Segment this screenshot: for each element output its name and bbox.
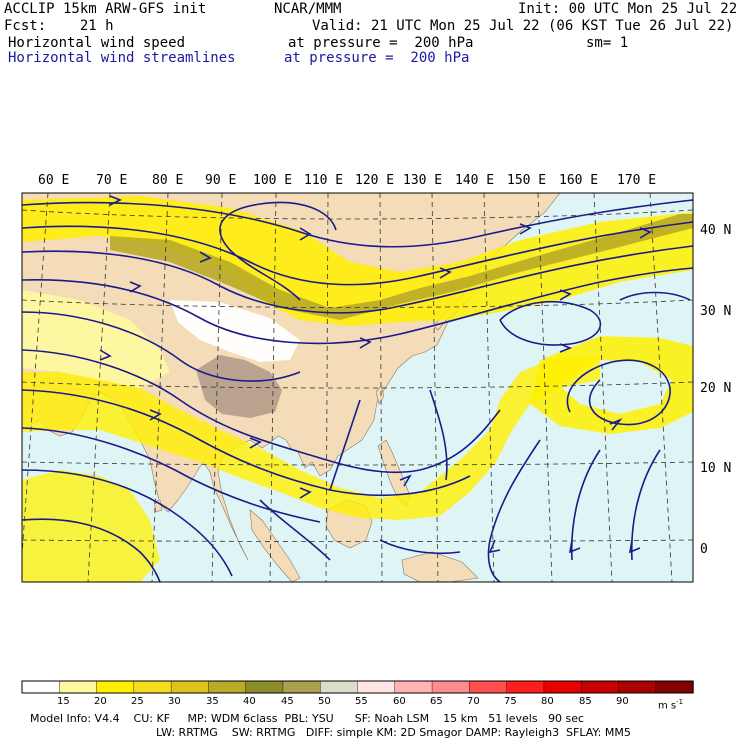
colorbar-label: 20 bbox=[94, 696, 107, 707]
colorbar-label: 40 bbox=[243, 696, 256, 707]
colorbar-swatch bbox=[96, 680, 135, 694]
jet-core-north bbox=[110, 214, 693, 320]
colorbar-swatch bbox=[59, 680, 98, 694]
colorbar-swatch bbox=[282, 680, 321, 694]
lon-label: 70 E bbox=[96, 173, 127, 188]
high-center-white bbox=[170, 300, 300, 362]
smoothing-label: sm= 1 bbox=[586, 35, 629, 51]
streamline-arrows bbox=[99, 195, 652, 554]
colorbar-frame bbox=[21, 680, 694, 694]
colorbar bbox=[21, 680, 694, 694]
colorbar-swatch bbox=[357, 680, 396, 694]
longitude-labels: 60 E 70 E 80 E 90 E 100 E 110 E 120 E 13… bbox=[38, 173, 656, 188]
lon-label: 120 E bbox=[355, 173, 394, 188]
colorbar-swatch bbox=[580, 680, 620, 694]
lon-label: 90 E bbox=[205, 173, 236, 188]
colorbar-swatch bbox=[431, 680, 471, 694]
lon-label: 170 E bbox=[617, 173, 656, 188]
map-frame bbox=[21, 192, 694, 583]
lat-label: 40 N bbox=[700, 223, 731, 238]
land-taiwan bbox=[375, 385, 385, 405]
colorbar-unit-text: m s bbox=[658, 700, 677, 712]
colorbar-swatch bbox=[21, 680, 60, 694]
colorbar-swatch bbox=[655, 680, 694, 694]
colorbar-label: 70 bbox=[467, 696, 480, 707]
lat-label: 10 N bbox=[700, 461, 731, 476]
lon-label: 80 E bbox=[152, 173, 183, 188]
center-label: NCAR/MMM bbox=[274, 1, 342, 17]
lon-label: 60 E bbox=[38, 173, 69, 188]
plateau-terrain bbox=[196, 355, 282, 418]
lat-label: 20 N bbox=[700, 381, 731, 396]
valid-time: Valid: 21 UTC Mon 25 Jul 22 (06 KST Tue … bbox=[312, 18, 734, 34]
colorbar-swatch bbox=[245, 680, 284, 694]
lon-label: 100 E bbox=[253, 173, 292, 188]
model-info-line2: LW: RRTMG SW: RRTMG DIFF: simple KM: 2D … bbox=[156, 726, 631, 739]
colorbar-label: 45 bbox=[281, 696, 294, 707]
colorbar-label: 85 bbox=[579, 696, 592, 707]
colorbar-swatch bbox=[543, 680, 582, 694]
forecast-hour: Fcst: 21 h bbox=[4, 18, 114, 34]
colorbar-label: 80 bbox=[541, 696, 554, 707]
lon-label: 130 E bbox=[403, 173, 442, 188]
lon-label: 160 E bbox=[559, 173, 598, 188]
colorbar-label: 25 bbox=[131, 696, 144, 707]
colorbar-unit-exponent: -1 bbox=[676, 698, 684, 706]
anticyclone-ring-east bbox=[530, 336, 693, 434]
colorbar-label: 30 bbox=[168, 696, 181, 707]
colorbar-label: 15 bbox=[57, 696, 70, 707]
field2-name: Horizontal wind streamlines bbox=[8, 50, 236, 66]
colorbar-swatch bbox=[506, 680, 545, 694]
streamlines bbox=[22, 199, 693, 582]
colorbar-swatch bbox=[170, 680, 210, 694]
colorbar-swatch bbox=[469, 680, 508, 694]
field1-name: Horizontal wind speed bbox=[8, 35, 186, 51]
init-time: Init: 00 UTC Mon 25 Jul 22 bbox=[518, 1, 738, 17]
lon-label: 110 E bbox=[304, 173, 343, 188]
colorbar-label: 55 bbox=[355, 696, 368, 707]
colorbar-unit: m s-1 bbox=[658, 696, 683, 712]
lat-lon-grid bbox=[22, 193, 693, 582]
lat-label: 0 bbox=[700, 542, 708, 557]
latitude-labels: 40 N 30 N 20 N 10 N 0 bbox=[700, 223, 731, 557]
model-info-line1: Model Info: V4.4 CU: KF MP: WDM 6class P… bbox=[30, 712, 585, 725]
colorbar-swatch bbox=[133, 680, 172, 694]
colorbar-label: 50 bbox=[318, 696, 331, 707]
colorbar-swatch bbox=[618, 680, 657, 694]
lon-label: 150 E bbox=[507, 173, 546, 188]
colorbar-label: 60 bbox=[393, 696, 406, 707]
colorbar-label: 35 bbox=[206, 696, 219, 707]
easterly-band bbox=[22, 356, 600, 520]
colorbar-swatch bbox=[394, 680, 433, 694]
land-sumatra bbox=[249, 509, 301, 582]
lon-label: 140 E bbox=[455, 173, 494, 188]
colorbar-label: 65 bbox=[430, 696, 443, 707]
colorbar-label: 75 bbox=[504, 696, 517, 707]
lat-label: 30 N bbox=[700, 304, 731, 319]
field2-level: at pressure = 200 hPa bbox=[284, 50, 470, 66]
field1-level: at pressure = 200 hPa bbox=[288, 35, 474, 51]
model-title: ACCLIP 15km ARW-GFS init bbox=[4, 1, 207, 17]
colorbar-label: 90 bbox=[616, 696, 629, 707]
jet-band-north bbox=[22, 196, 693, 326]
colorbar-swatch bbox=[320, 680, 359, 694]
colorbar-swatch bbox=[208, 680, 247, 694]
